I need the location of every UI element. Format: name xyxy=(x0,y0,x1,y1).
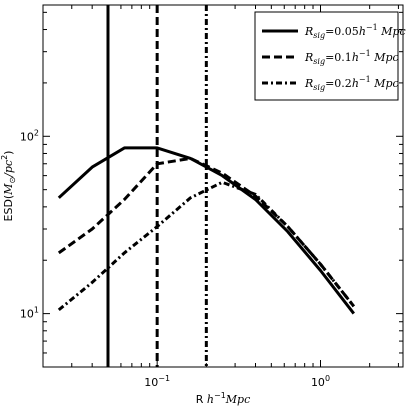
y-tick-label: 102 xyxy=(20,128,39,143)
legend-label-1: Rsig=0.05h−1 Mpc xyxy=(304,23,406,40)
x-tick-label: 10−1 xyxy=(144,374,170,389)
y-axis-label: ESD(M⊙/pc2) xyxy=(0,151,17,222)
x-tick-label: 100 xyxy=(311,374,330,389)
legend-label-3: Rsig=0.2h−1 Mpc xyxy=(304,75,399,92)
legend: Rsig=0.05h−1 Mpc Rsig=0.1h−1 Mpc Rsig=0.2h… xyxy=(254,11,406,101)
tick-layer: 10−1 100 101 102 xyxy=(20,5,403,389)
sigma-marker-layer xyxy=(106,5,208,367)
x-axis-label: R h−1Mpc xyxy=(196,391,251,406)
axis-label-layer: R h−1Mpc ESD(M⊙/pc2) xyxy=(0,151,250,406)
y-tick-label: 101 xyxy=(20,306,39,321)
plot-frame xyxy=(42,4,404,368)
legend-label-2: Rsig=0.1h−1 Mpc xyxy=(304,49,399,66)
